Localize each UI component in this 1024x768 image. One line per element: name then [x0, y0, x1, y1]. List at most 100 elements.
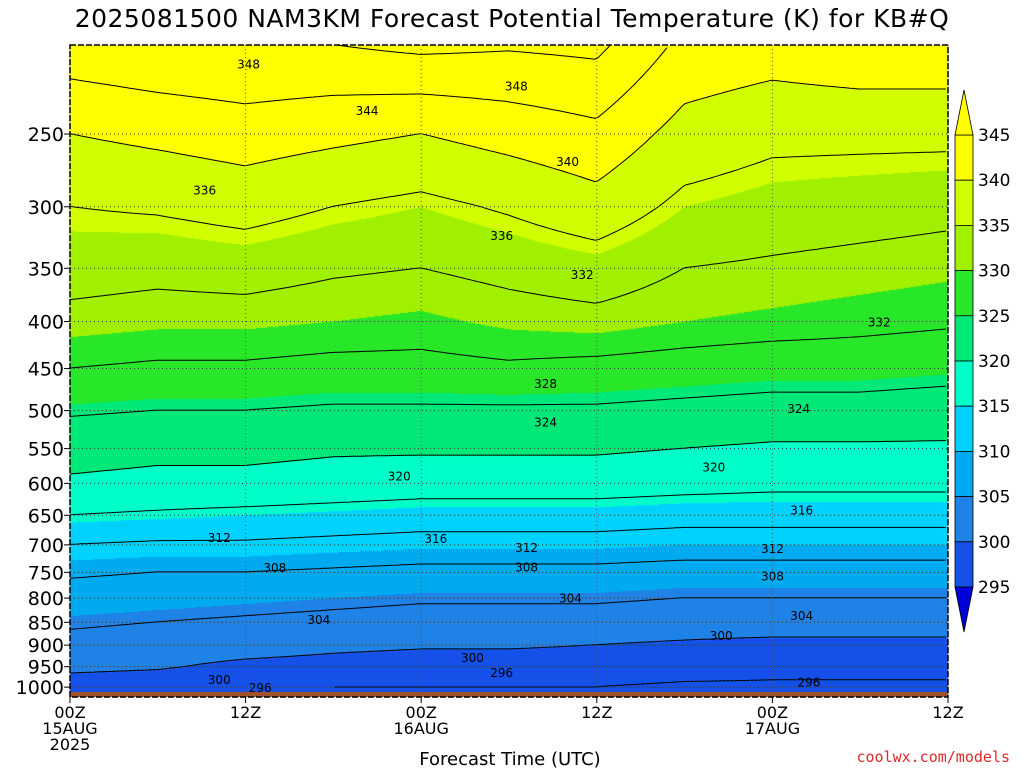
x-tick-label: 00Z [406, 703, 437, 722]
contour-label: 300 [461, 651, 484, 665]
contour-line-316 [69, 491, 946, 516]
y-tick-label: 600 [28, 473, 64, 495]
colorbar-label: 345 [978, 126, 1010, 146]
x-tick-label: 12Z [932, 703, 963, 722]
y-tick-label: 750 [28, 562, 64, 584]
contour-label: 308 [263, 561, 286, 575]
contour-label: 296 [249, 681, 272, 695]
contour-label: 312 [208, 531, 231, 545]
colorbar-bin [954, 450, 974, 497]
contour-line-340 [69, 79, 946, 183]
contour-line-332 [69, 230, 947, 304]
contour-label: 348 [237, 57, 260, 71]
contour-line-324 [69, 385, 947, 417]
y-tick-label: 300 [28, 197, 64, 219]
contour-label: 332 [868, 316, 891, 330]
colorbar-label: 315 [978, 397, 1010, 417]
contour-label: 320 [388, 470, 411, 484]
y-tick-label: 650 [28, 505, 64, 527]
colorbar-label: 320 [978, 352, 1010, 372]
contour-lines [69, 44, 947, 688]
colorbar-label: 325 [978, 307, 1010, 327]
contour-label: 328 [534, 377, 557, 391]
contour-label: 296 [490, 666, 513, 680]
colorbar-label: 310 [978, 442, 1010, 462]
ground-surface [70, 691, 948, 697]
contour-label: 304 [307, 613, 330, 627]
contour-line-348 [336, 44, 611, 60]
y-tick-label: 550 [28, 439, 64, 461]
chart-title: 2025081500 NAM3KM Forecast Potential Tem… [74, 4, 950, 33]
contour-line-344 [69, 47, 668, 119]
x-tick-label: 16AUG [393, 719, 448, 738]
colorbar-bin [954, 315, 974, 362]
y-axis: 2503003504004505005506006507007508008509… [16, 124, 70, 699]
contour-label: 300 [710, 629, 733, 643]
contour-label: 336 [490, 229, 513, 243]
contour-line-328 [69, 328, 947, 369]
contour-label: 308 [515, 561, 538, 575]
contour-label: 308 [761, 570, 784, 584]
colorbar-bin [954, 405, 974, 452]
contour-label: 324 [534, 415, 557, 429]
y-tick-label: 800 [28, 588, 64, 610]
contour-line-300 [69, 636, 946, 674]
colorbar-bin [954, 360, 974, 407]
contour-label: 332 [571, 268, 594, 282]
contour-label: 316 [790, 503, 813, 517]
contour-label: 348 [505, 80, 528, 94]
y-tick-label: 350 [28, 258, 64, 280]
contour-label: 324 [787, 402, 810, 416]
x-tick-label: 12Z [581, 703, 612, 722]
colorbar: 295 300 305 310 315 320 325 330 335 340 345 [954, 89, 1010, 633]
x-tick-label: 2025 [50, 735, 91, 754]
contour-label: 344 [356, 104, 379, 118]
y-tick-label: 450 [28, 359, 64, 381]
contour-label: 312 [515, 541, 538, 555]
y-tick-label: 400 [28, 312, 64, 334]
contour-line-304 [69, 597, 946, 630]
colorbar-bin [954, 496, 974, 543]
x-tick-label: 17AUG [745, 719, 800, 738]
colorbar-label: 340 [978, 171, 1010, 191]
y-tick-label: 700 [28, 535, 64, 557]
contour-labels: 348 348 344 340 336 336 332 332 328 324 324 320 320 3… [193, 57, 891, 694]
x-tick-label: 00Z [54, 703, 85, 722]
contour-label: 316 [424, 532, 447, 546]
contour-label: 320 [702, 461, 725, 475]
y-tick-label: 900 [28, 635, 64, 657]
contour-label: 304 [790, 609, 813, 623]
colorbar-label: 330 [978, 262, 1010, 282]
colorbar-bin [954, 541, 974, 588]
plot-frame [69, 44, 949, 698]
colorbar-label: 300 [978, 533, 1010, 553]
y-tick-label: 1000 [16, 677, 64, 699]
contour-line-296 [334, 679, 946, 688]
x-tick-label: 12Z [230, 703, 261, 722]
contour-label: 300 [208, 673, 231, 687]
colorbar-bottom-arrow [954, 586, 974, 633]
colorbar-bin [954, 134, 974, 181]
y-tick-label: 250 [28, 124, 64, 146]
y-tick-label: 950 [28, 657, 64, 679]
colorbar-top-arrow [954, 89, 974, 136]
y-tick-label: 500 [28, 401, 64, 423]
colorbar-bin [954, 224, 974, 271]
contour-label: 336 [193, 183, 216, 197]
colorbar-bin [954, 179, 974, 226]
contour-line-336 [69, 151, 946, 241]
y-tick-label: 850 [28, 612, 64, 634]
x-tick-label: 00Z [757, 703, 788, 722]
colorbar-label: 295 [978, 578, 1010, 598]
contour-label: 340 [556, 155, 579, 169]
colorbar-label: 305 [978, 488, 1010, 508]
x-axis-label: Forecast Time (UTC) [419, 749, 600, 768]
colorbar-label: 335 [978, 216, 1010, 236]
source-credit: coolwx.com/models [856, 748, 1010, 766]
contour-line-308 [69, 559, 946, 579]
contour-line-312 [69, 526, 946, 545]
x-tick-label: 15AUG [42, 719, 97, 738]
